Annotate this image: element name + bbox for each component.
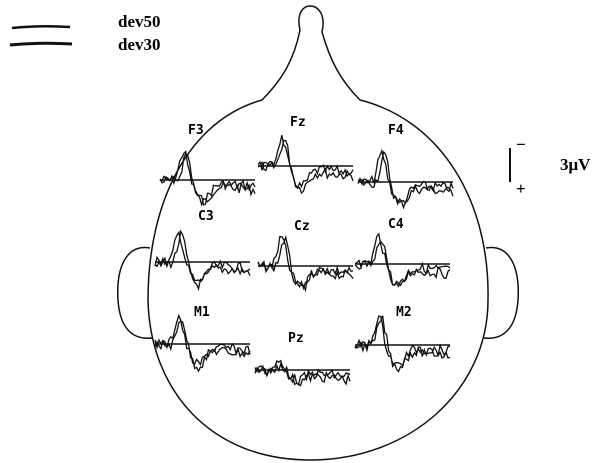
electrode-label: F3 — [188, 123, 204, 138]
electrode-label: Cz — [294, 219, 310, 234]
waveform — [160, 154, 255, 205]
electrode-label: C4 — [388, 217, 404, 232]
electrode-label: Fz — [290, 115, 306, 130]
waveform — [155, 321, 250, 371]
left-ear — [118, 248, 152, 339]
electrode-label: M2 — [396, 305, 412, 320]
waveform — [258, 135, 353, 188]
waveform — [258, 237, 353, 289]
waveform — [358, 151, 453, 204]
legend-line — [10, 43, 72, 45]
waveform — [355, 316, 450, 372]
electrode-label: M1 — [194, 305, 210, 320]
scale-label: 3μV — [560, 155, 591, 174]
electrode-label: C3 — [198, 209, 214, 224]
erp-head-diagram: dev50 dev30 − + 3μV F3 Fz F4 C3 Cz C4 M1 Pz M2 — [0, 0, 608, 463]
waveform — [258, 140, 353, 193]
electrode-label: Pz — [288, 331, 304, 346]
waveform — [155, 232, 250, 281]
legend-label: dev50 — [118, 12, 161, 31]
legend-label: dev30 — [118, 35, 161, 54]
scale-plus: + — [516, 179, 526, 198]
legend-line — [12, 26, 70, 28]
waveform — [355, 316, 450, 366]
head-outline — [148, 6, 488, 460]
electrodes: F3 Fz F4 C3 Cz C4 M1 Pz M2 — [155, 115, 453, 386]
electrode-label: F4 — [388, 123, 404, 138]
scale-minus: − — [516, 135, 526, 154]
right-ear — [484, 248, 518, 339]
waveform — [155, 316, 250, 365]
